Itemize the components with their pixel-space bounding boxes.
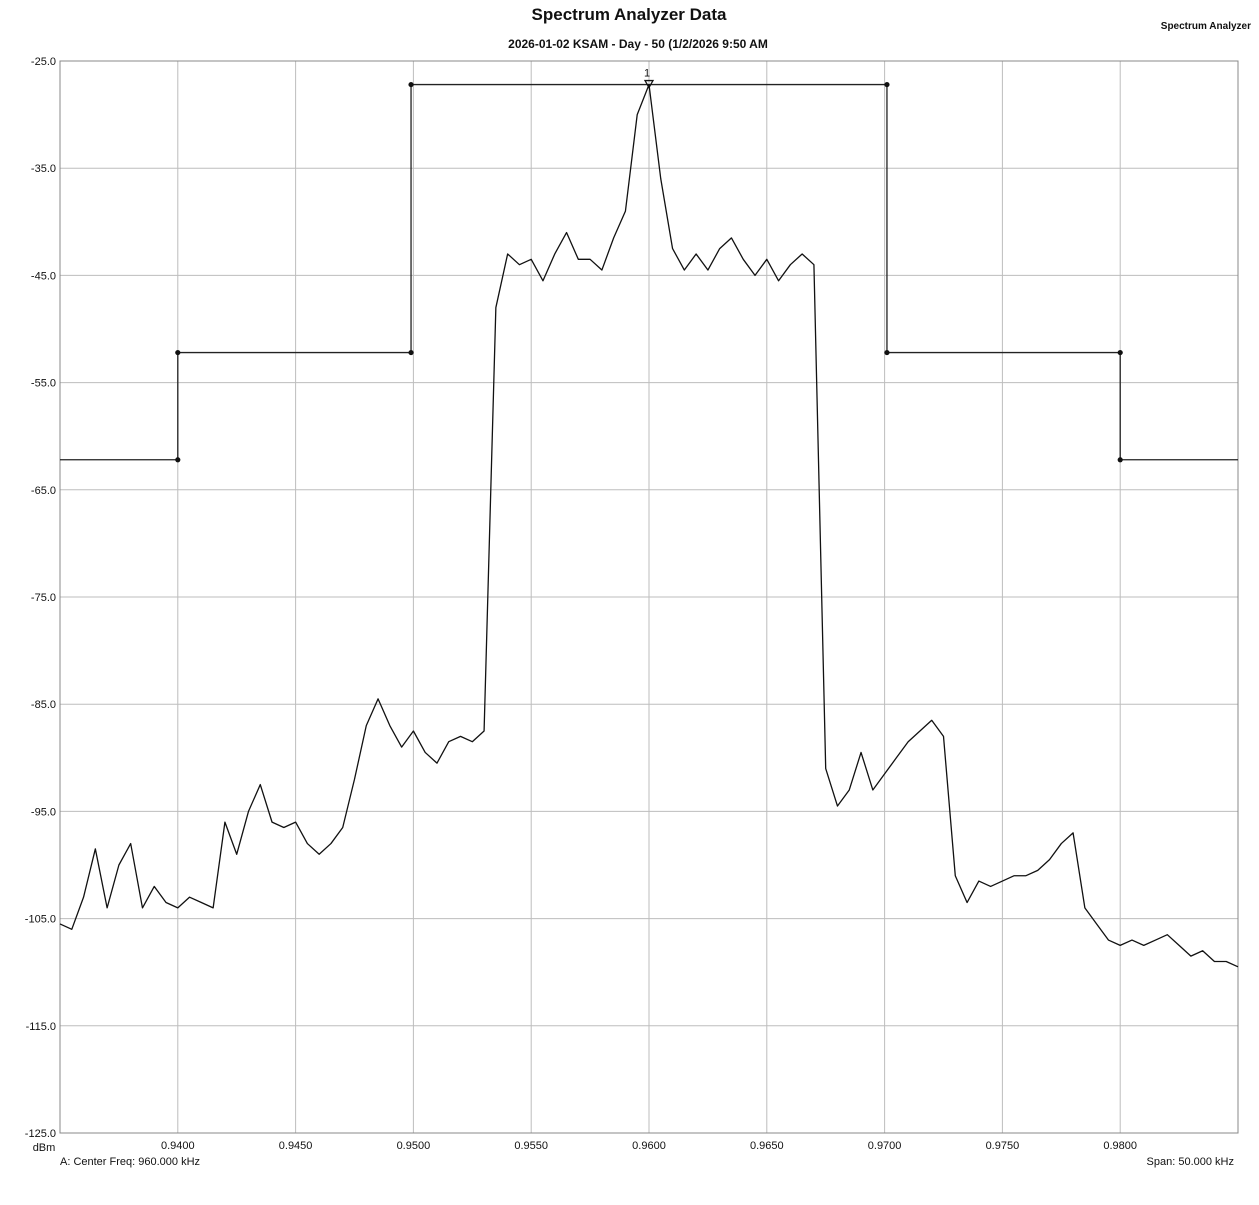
y-axis-label: dBm <box>33 1142 56 1154</box>
y-axis-ticks: -25.0 -35.0 -45.0 -55.0 -65.0 -75.0 -85.0 -95.0… <box>25 56 56 1140</box>
peak-marker <box>643 79 655 89</box>
mask-vertex <box>884 349 890 356</box>
chart-title: Spectrum Analyzer Data <box>532 5 727 24</box>
x-tick-label: 0.9600 <box>632 1140 666 1152</box>
x-tick-label: 0.9700 <box>868 1140 902 1152</box>
corner-label: Spectrum Analyzer <box>1161 21 1251 32</box>
x-tick-label: 0.9500 <box>397 1140 431 1152</box>
span-label: Span: 50.000 kHz <box>1147 1156 1234 1168</box>
spectrum-trace <box>59 83 1239 968</box>
y-tick-label: -35.0 <box>31 163 56 175</box>
peak-marker-label: 1 <box>644 68 650 80</box>
y-tick-label: -65.0 <box>31 485 56 497</box>
y-tick-label: -95.0 <box>31 806 56 818</box>
mask-vertex <box>884 81 890 88</box>
x-tick-label: 0.9750 <box>986 1140 1020 1152</box>
y-tick-label: -105.0 <box>25 914 56 926</box>
spectrum-trace-group <box>59 83 1239 968</box>
center-frequency-label: A: Center Freq: 960.000 kHz <box>60 1156 200 1168</box>
x-tick-label: 0.9650 <box>750 1140 784 1152</box>
x-axis-ticks: 0.9400 0.9450 0.9500 0.9550 0.9600 0.9650 0.97… <box>161 1140 1137 1152</box>
y-tick-label: -115.0 <box>26 1021 56 1033</box>
mask-vertex <box>408 81 414 88</box>
mask-vertex <box>1117 457 1123 463</box>
peak-marker-group: 1 <box>643 68 655 89</box>
y-tick-label: -85.0 <box>31 699 56 711</box>
x-tick-label: 0.9450 <box>279 1140 313 1152</box>
y-tick-label: -75.0 <box>31 592 56 604</box>
y-tick-label: -45.0 <box>31 270 56 282</box>
y-tick-label: -55.0 <box>31 378 56 390</box>
y-tick-label: -25.0 <box>31 56 56 68</box>
x-tick-label: 0.9550 <box>514 1140 548 1152</box>
mask-vertex <box>1117 349 1123 356</box>
x-tick-label: 0.9400 <box>161 1140 195 1152</box>
mask-vertex <box>408 349 414 356</box>
chart-subtitle: 2026-01-02 KSAM - Day - 50 (1/2/2026 9:5… <box>508 37 768 51</box>
mask-vertex <box>175 457 181 463</box>
y-tick-label: -125.0 <box>25 1128 56 1140</box>
plot-area-border <box>59 60 1239 1134</box>
mask-vertex <box>175 349 181 356</box>
x-tick-label: 0.9800 <box>1103 1140 1137 1152</box>
